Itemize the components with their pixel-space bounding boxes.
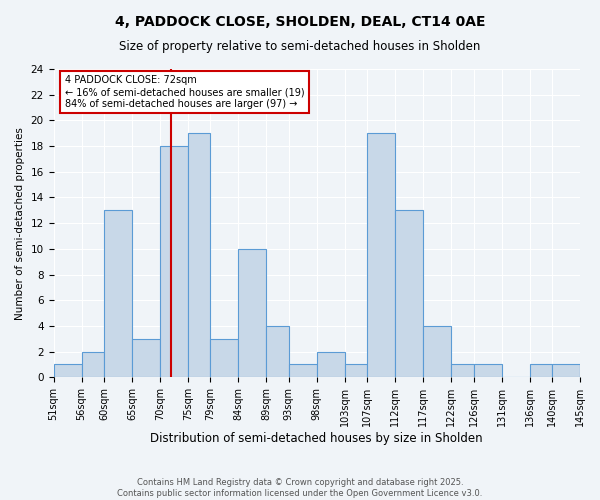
Bar (345, 364, 367, 378)
Bar (188, 133, 211, 378)
Bar (552, 364, 580, 378)
Bar (238, 249, 266, 378)
Bar (289, 364, 317, 378)
Bar (211, 339, 238, 378)
Bar (395, 210, 423, 378)
Text: 4, PADDOCK CLOSE, SHOLDEN, DEAL, CT14 0AE: 4, PADDOCK CLOSE, SHOLDEN, DEAL, CT14 0A… (115, 15, 485, 29)
Y-axis label: Number of semi-detached properties: Number of semi-detached properties (15, 126, 25, 320)
Bar (104, 210, 132, 378)
Text: 4 PADDOCK CLOSE: 72sqm
← 16% of semi-detached houses are smaller (19)
84% of sem: 4 PADDOCK CLOSE: 72sqm ← 16% of semi-det… (65, 76, 304, 108)
Bar (530, 364, 552, 378)
Bar (132, 339, 160, 378)
Bar (451, 364, 473, 378)
Bar (423, 326, 451, 378)
Bar (367, 133, 395, 378)
Bar (82, 352, 104, 378)
Bar (53, 364, 82, 378)
Bar (160, 146, 188, 378)
Text: Size of property relative to semi-detached houses in Sholden: Size of property relative to semi-detach… (119, 40, 481, 53)
Bar (266, 326, 289, 378)
Text: Contains HM Land Registry data © Crown copyright and database right 2025.
Contai: Contains HM Land Registry data © Crown c… (118, 478, 482, 498)
Bar (317, 352, 345, 378)
Bar (473, 364, 502, 378)
X-axis label: Distribution of semi-detached houses by size in Sholden: Distribution of semi-detached houses by … (151, 432, 483, 445)
Bar (580, 364, 600, 378)
